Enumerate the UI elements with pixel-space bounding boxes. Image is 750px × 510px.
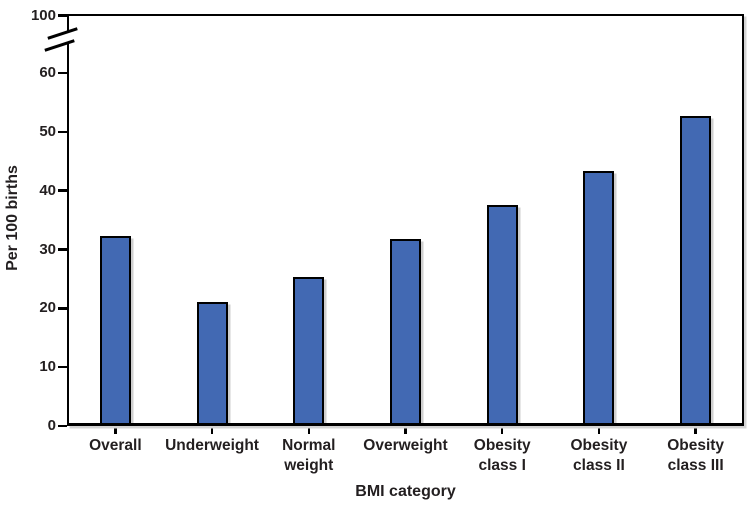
x-axis-category-label: Obesity class III	[647, 436, 744, 476]
x-axis-category-label-line: Obesity	[473, 437, 531, 454]
x-axis-category-label-line: Normal	[282, 437, 336, 454]
bar-obesity-class-iii	[680, 116, 712, 426]
x-axis-category-label-line: class I	[478, 457, 526, 474]
x-axis-category-label-line: Obesity	[570, 437, 628, 454]
x-axis-tick	[114, 426, 117, 434]
bar-underweight	[196, 302, 228, 426]
y-axis-tick	[58, 189, 67, 192]
x-axis-category-label-line: class III	[667, 457, 724, 474]
x-axis-category-label: Normal weight	[260, 436, 357, 476]
y-axis-tick-label: 0	[47, 417, 56, 434]
y-axis-tick	[58, 424, 67, 428]
x-axis-tick	[210, 426, 214, 434]
bar-obesity-class-i	[486, 205, 518, 426]
x-axis-category-label-line: class II	[573, 457, 625, 474]
x-axis-category-label-line: Overall	[89, 437, 142, 454]
y-axis-tick	[58, 365, 67, 369]
x-axis-category-label-line: Overweight	[363, 437, 448, 454]
x-axis-category-label-line: weight	[284, 457, 334, 474]
x-axis-category-label: Obesity class II	[551, 436, 648, 476]
y-axis-tick-label: 60	[39, 64, 56, 81]
x-axis-category-label-line: Obesity	[667, 437, 725, 454]
x-axis-tick	[404, 426, 407, 434]
bar-overweight	[390, 239, 421, 426]
y-axis-tick	[58, 248, 67, 251]
x-axis-tick	[307, 426, 311, 434]
x-axis-category-label-line: Underweight	[165, 437, 259, 454]
x-axis-category-label: Overall	[67, 436, 164, 456]
x-axis-tick	[597, 426, 601, 434]
x-axis-tick	[500, 426, 504, 434]
y-axis-tick	[58, 130, 67, 134]
x-axis-title: BMI category	[355, 483, 456, 500]
y-axis-tick-label: 100	[30, 7, 56, 24]
y-axis-tick-label: 20	[39, 299, 56, 317]
x-axis-category-label: Underweight	[164, 436, 261, 456]
y-axis-tick	[58, 307, 67, 310]
bar-normal-weight	[293, 277, 325, 426]
y-axis-tick	[58, 14, 67, 17]
x-axis-category-label: Overweight	[357, 436, 454, 456]
bar-overall	[99, 236, 131, 426]
y-axis-tick-label: 10	[39, 358, 56, 376]
y-axis-tick-label: 30	[39, 240, 56, 258]
y-axis-tick-label: 40	[39, 181, 56, 199]
y-axis-tick-label: 50	[39, 122, 56, 140]
x-axis-tick	[694, 426, 697, 434]
x-axis-category-label: Obesity class I	[454, 436, 551, 476]
y-axis-tick	[58, 71, 67, 75]
bar-obesity-class-ii	[583, 171, 615, 426]
